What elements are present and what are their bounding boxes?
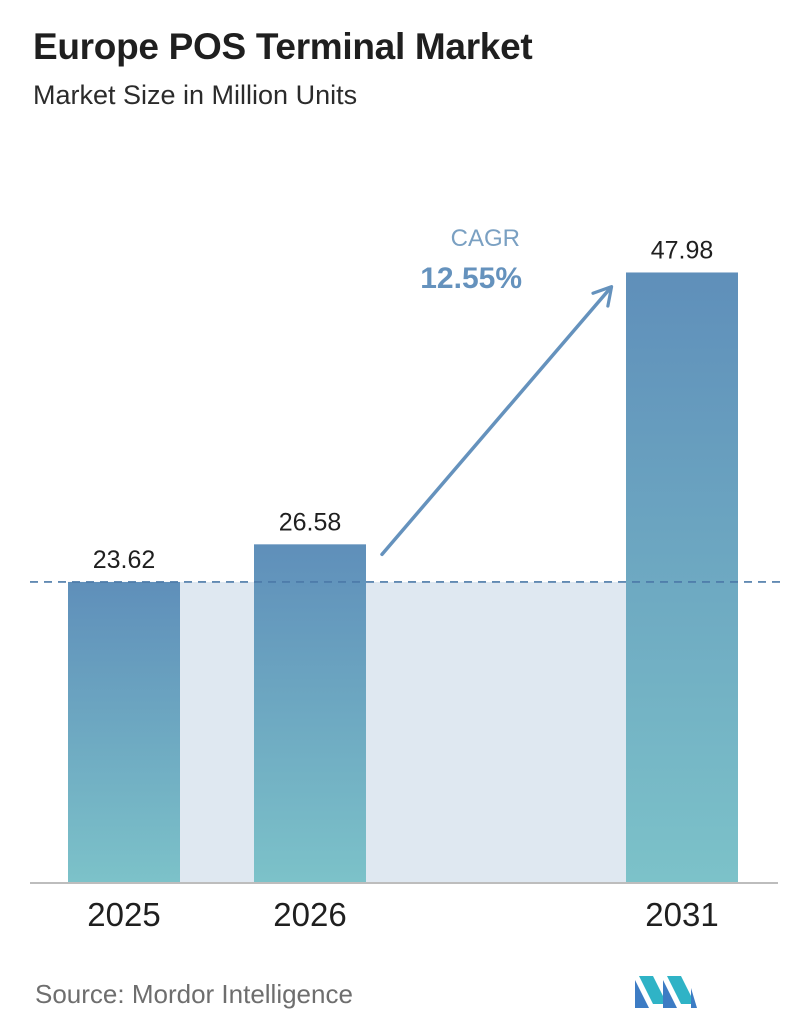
value-label: 47.98 — [651, 236, 714, 264]
bar-2025 — [68, 581, 180, 882]
chart-subtitle: Market Size in Million Units — [33, 80, 358, 110]
bar-chart: 23.62 26.58 47.98 2025 2026 2031 CAGR 12.55% — [30, 225, 782, 933]
comparison-band — [180, 581, 254, 882]
bar-2026 — [254, 544, 366, 882]
comparison-band — [366, 581, 626, 882]
category-label: 2026 — [273, 896, 346, 933]
category-label: 2031 — [645, 896, 718, 933]
source-note: Source: Mordor Intelligence — [35, 979, 353, 1009]
cagr-label: CAGR — [451, 225, 520, 252]
chart-title: Europe POS Terminal Market — [33, 26, 533, 67]
bar-2031 — [626, 272, 738, 882]
category-label: 2025 — [87, 896, 160, 933]
value-label: 23.62 — [93, 546, 156, 574]
value-label: 26.58 — [279, 508, 342, 536]
mordor-intelligence-logo-icon — [635, 976, 697, 1008]
cagr-value: 12.55% — [420, 262, 522, 295]
cagr-arrow — [380, 285, 614, 557]
